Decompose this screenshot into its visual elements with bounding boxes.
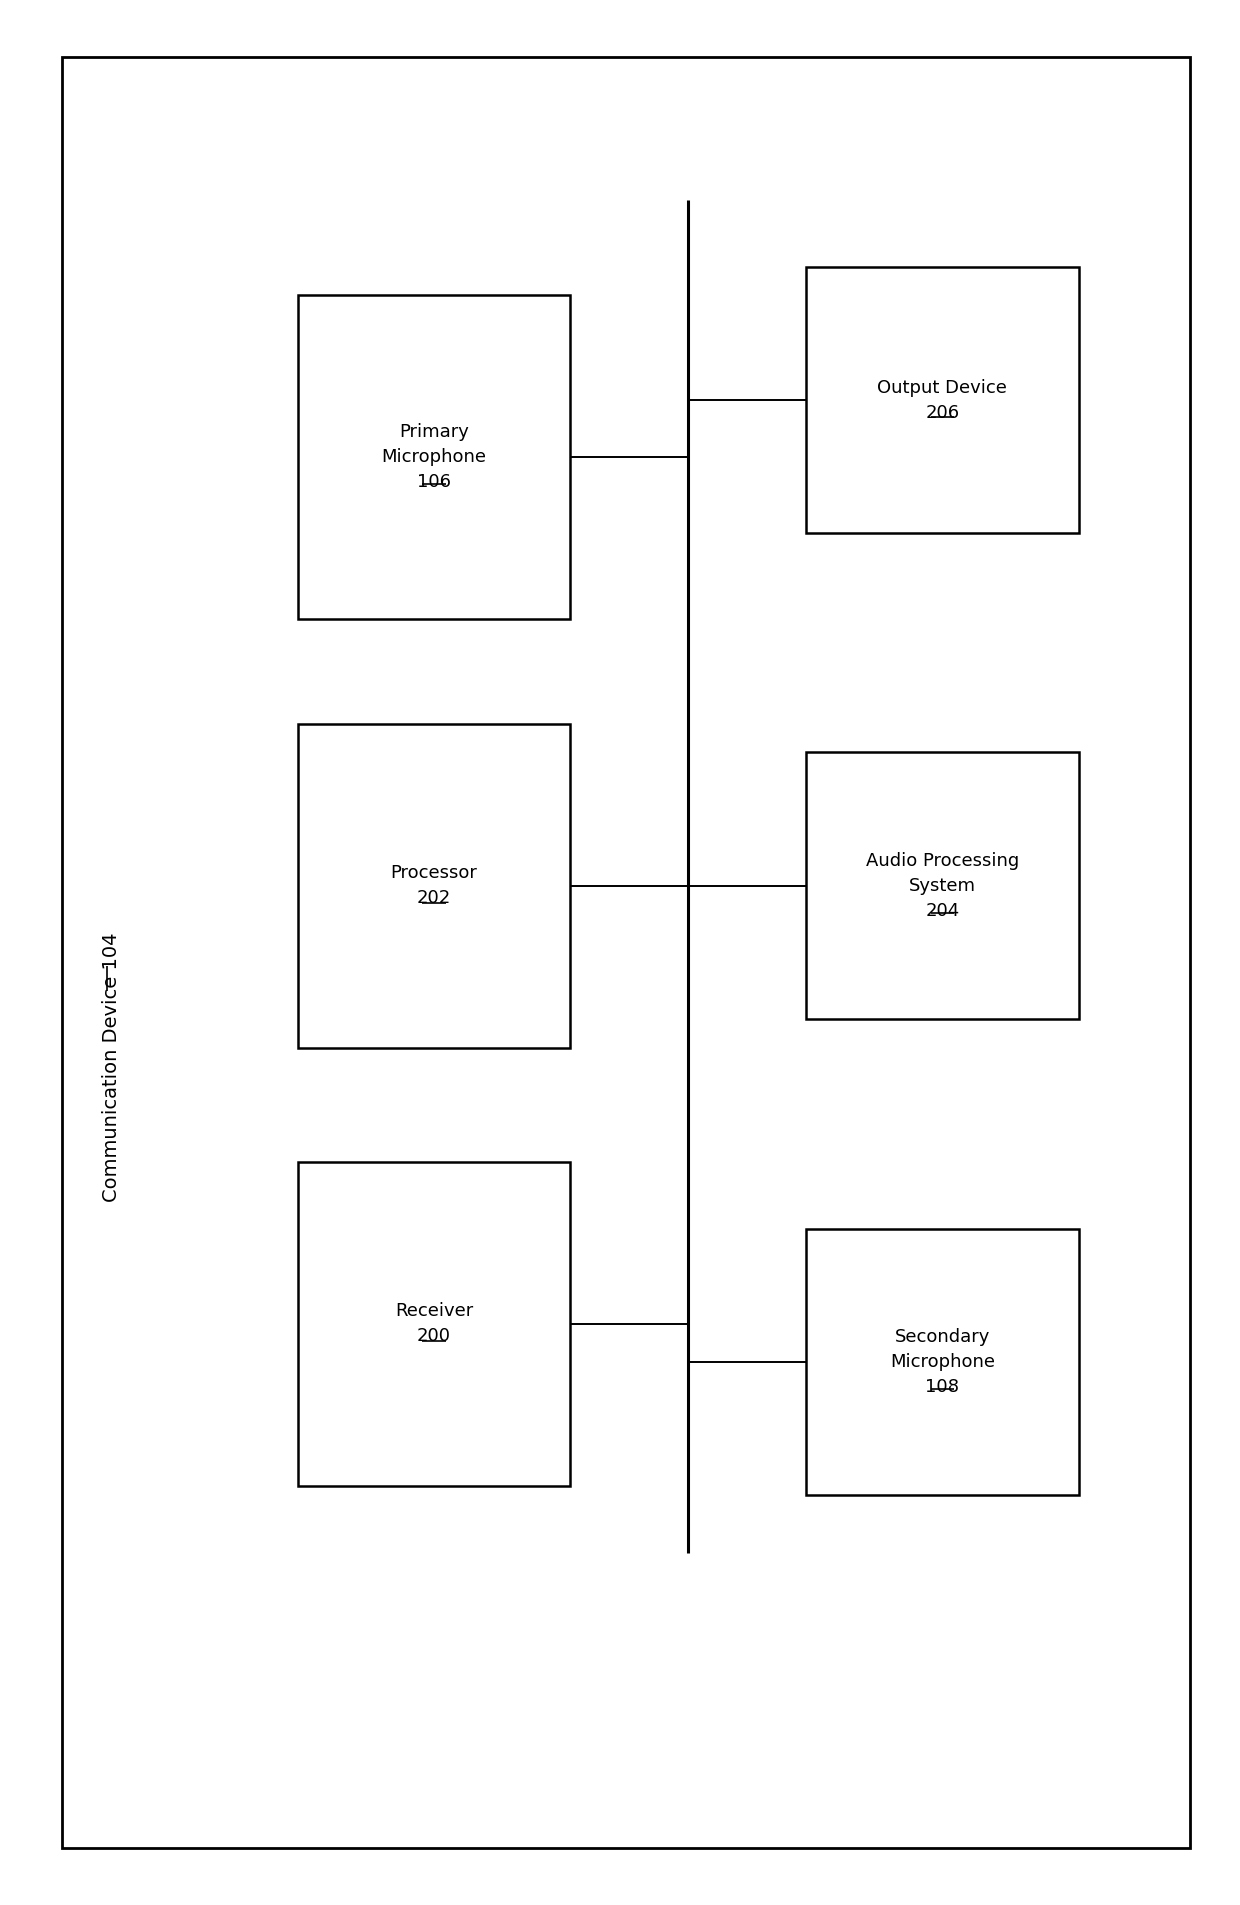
Text: Secondary
Microphone
108: Secondary Microphone 108 bbox=[890, 1328, 994, 1396]
Bar bbox=[298, 295, 570, 619]
Text: Primary
Microphone
106: Primary Microphone 106 bbox=[382, 423, 486, 491]
Bar bbox=[806, 752, 1079, 1019]
Text: Communication Device 104: Communication Device 104 bbox=[102, 932, 122, 1202]
Text: Audio Processing
System
204: Audio Processing System 204 bbox=[866, 852, 1019, 920]
Text: Receiver
200: Receiver 200 bbox=[394, 1303, 474, 1345]
Bar bbox=[298, 724, 570, 1048]
Bar bbox=[298, 1162, 570, 1486]
Bar bbox=[806, 1229, 1079, 1495]
Text: Output Device
206: Output Device 206 bbox=[878, 379, 1007, 421]
Bar bbox=[806, 267, 1079, 533]
Text: Processor
202: Processor 202 bbox=[391, 865, 477, 907]
